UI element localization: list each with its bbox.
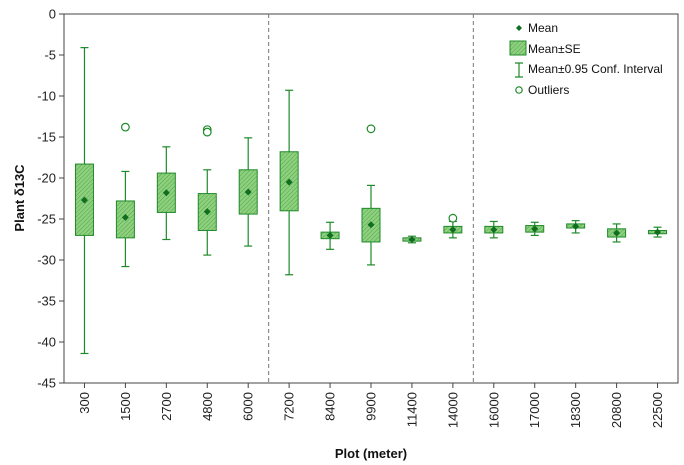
outlier-point: [366, 124, 376, 134]
x-tick-label: 17000: [527, 392, 542, 428]
y-tick-label: -20: [37, 171, 56, 186]
mean-point: [613, 229, 621, 237]
y-tick-label: -25: [37, 212, 56, 227]
y-tick-label: -40: [37, 335, 56, 350]
mean-point: [121, 213, 129, 221]
box-8400: [320, 221, 340, 250]
outlier-point: [448, 213, 458, 223]
x-axis-title: Plot (meter): [335, 446, 407, 461]
x-tick-label: 300: [77, 392, 92, 414]
legend-se-label: Mean±SE: [528, 42, 581, 56]
box-20800: [607, 223, 627, 243]
box-9900: [361, 184, 381, 266]
box-1500: [115, 170, 135, 268]
box-16000: [484, 220, 504, 239]
legend: Mean Mean±SE Mean±0.95 Conf. Interval Ou…: [509, 21, 663, 97]
outlier-point: [120, 122, 130, 132]
legend-se-symbol: [509, 40, 527, 56]
box-7200: [279, 89, 299, 276]
box-22500: [648, 226, 668, 238]
y-tick-label: -5: [44, 48, 56, 63]
x-tick-label: 18300: [568, 392, 583, 428]
x-tick-label: 22500: [650, 392, 665, 428]
x-tick-label: 9900: [364, 392, 379, 421]
y-tick-label: -30: [37, 253, 56, 268]
x-tick-label: 7200: [282, 392, 297, 421]
x-tick-label: 14000: [445, 392, 460, 428]
x-tick-label: 2700: [159, 392, 174, 421]
mean-point: [162, 189, 170, 197]
x-axis: 300 1500 2700 4800 6000 7200 8400 9900 11400 1400…: [77, 383, 665, 428]
box-300: [74, 47, 94, 355]
y-axis: 0 -5 -10 -15 -20 -25 -30 -35 -40 -45: [37, 7, 64, 391]
y-axis-title: Plant δ13C: [12, 164, 27, 232]
box-17000: [525, 221, 545, 236]
box-2700: [156, 146, 176, 241]
x-tick-label: 16000: [486, 392, 501, 428]
legend-outlier-label: Outliers: [528, 83, 569, 97]
mean-point: [326, 231, 334, 239]
x-tick-label: 1500: [118, 392, 133, 421]
y-tick-label: -35: [37, 294, 56, 309]
outlier-point: [202, 127, 212, 137]
legend-mean-symbol: [516, 25, 522, 31]
mean-point: [449, 226, 457, 234]
mean-point: [80, 196, 88, 204]
legend-ci-label: Mean±0.95 Conf. Interval: [528, 62, 663, 76]
box-11400: [402, 235, 422, 244]
mean-point: [654, 228, 662, 236]
mean-point: [367, 221, 375, 229]
plot-marks: [74, 47, 668, 355]
mean-point: [285, 178, 293, 186]
mean-point: [531, 225, 539, 233]
legend-outlier-symbol: [515, 86, 523, 94]
x-tick-label: 4800: [200, 392, 215, 421]
mean-point: [490, 226, 498, 234]
legend-ci-symbol: [515, 62, 523, 78]
group-dividers: [268, 14, 474, 383]
x-tick-label: 6000: [241, 392, 256, 421]
box-6000: [238, 137, 258, 247]
mean-point: [203, 208, 211, 216]
x-tick-label: 20800: [609, 392, 624, 428]
y-tick-label: -10: [37, 89, 56, 104]
mean-point: [572, 222, 580, 230]
mean-point: [244, 188, 252, 196]
y-tick-label: 0: [49, 7, 56, 22]
legend-mean-label: Mean: [528, 21, 558, 35]
y-tick-label: -15: [37, 130, 56, 145]
box-4800: [197, 169, 217, 256]
box-18300: [566, 220, 586, 234]
x-tick-label: 11400: [404, 392, 419, 427]
y-tick-label: -45: [37, 376, 56, 391]
mean-point: [408, 236, 416, 243]
x-tick-label: 8400: [323, 392, 338, 421]
